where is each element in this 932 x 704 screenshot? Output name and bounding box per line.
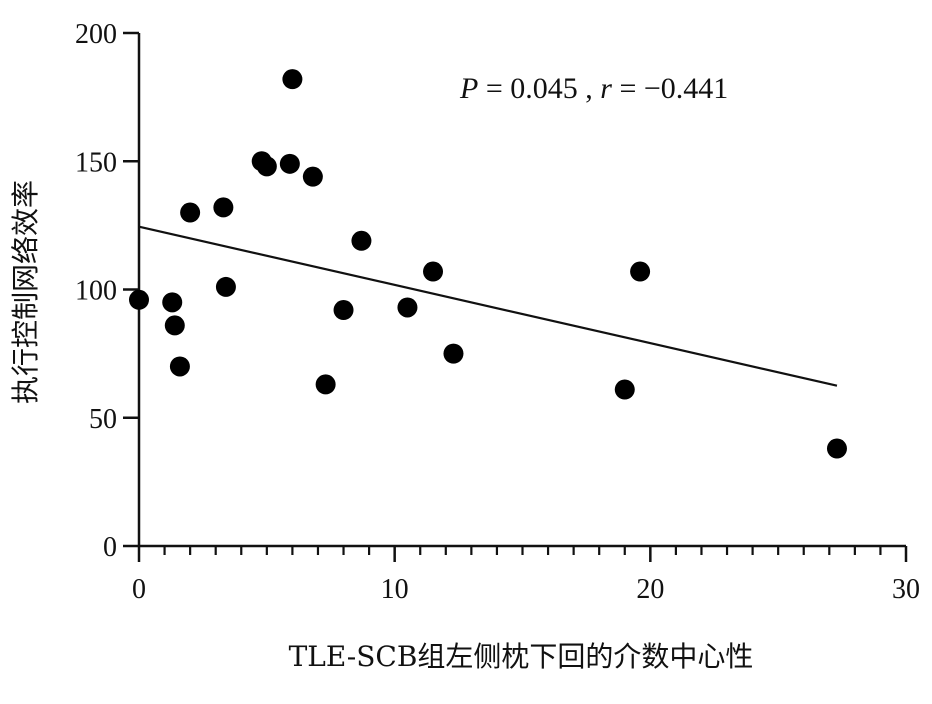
x-tick-label: 30 — [892, 574, 920, 605]
regression-line-group — [138, 225, 838, 387]
data-point — [282, 69, 303, 90]
data-point — [443, 343, 464, 364]
axes — [137, 33, 906, 548]
y-tick-label: 200 — [75, 19, 117, 50]
data-point — [164, 315, 185, 336]
x-axis-label: TLE-SCB组左侧枕下回的介数中心性 — [289, 640, 754, 673]
data-point — [423, 261, 444, 282]
y-tick-label: 100 — [75, 276, 117, 307]
regression-line — [138, 225, 838, 387]
data-point — [279, 153, 300, 174]
r-value-text: = −0.441 — [612, 72, 728, 105]
data-point — [129, 289, 149, 310]
tick-labels: 0 50 100 150 200 0 10 20 30 — [75, 19, 920, 605]
y-tick-label: 50 — [89, 404, 117, 435]
data-point — [351, 230, 372, 251]
x-tick-label: 10 — [381, 574, 409, 605]
data-point — [169, 356, 190, 377]
data-point — [162, 292, 183, 313]
p-value-text: = 0.045 , — [478, 72, 600, 105]
data-point — [213, 197, 234, 218]
data-point — [614, 379, 635, 400]
data-point — [397, 297, 418, 318]
data-point — [630, 261, 651, 282]
data-points — [129, 69, 847, 459]
p-symbol: P — [459, 72, 478, 105]
data-point — [826, 438, 847, 459]
x-tick-label: 0 — [132, 574, 146, 605]
data-point — [215, 276, 236, 297]
x-tick-label: 20 — [636, 574, 664, 605]
data-point — [180, 202, 201, 223]
stats-annotation: P = 0.045 , r = −0.441 — [459, 72, 728, 105]
y-tick-label: 150 — [75, 147, 117, 178]
r-symbol: r — [600, 72, 612, 105]
tick-marks — [123, 31, 908, 562]
data-point — [333, 300, 354, 321]
y-tick-label: 0 — [103, 532, 117, 563]
data-point — [302, 166, 323, 187]
y-axis-label: 执行控制网络效率 — [9, 180, 42, 404]
data-point — [256, 156, 277, 177]
data-point — [315, 374, 336, 395]
